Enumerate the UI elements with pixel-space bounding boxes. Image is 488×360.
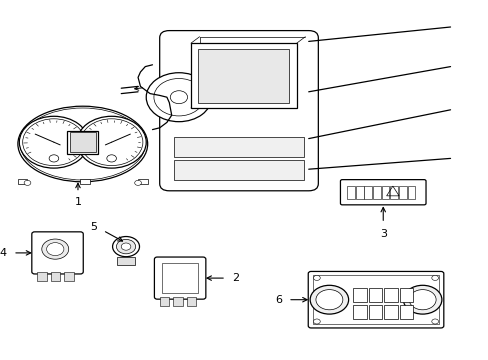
Circle shape (431, 319, 438, 324)
Bar (399, 288, 412, 302)
Circle shape (49, 155, 59, 162)
Bar (407, 186, 415, 199)
Bar (368, 305, 382, 319)
Circle shape (46, 243, 64, 256)
Bar (18, 179, 27, 184)
Text: 3: 3 (379, 229, 386, 239)
Circle shape (106, 155, 116, 162)
Bar (117, 257, 134, 265)
Bar (50, 272, 60, 281)
Bar (312, 275, 438, 324)
Bar (381, 186, 388, 199)
Bar (67, 131, 98, 154)
Bar (174, 137, 304, 157)
Bar (138, 179, 147, 184)
Bar (364, 186, 371, 199)
Circle shape (146, 73, 211, 122)
Circle shape (121, 243, 131, 250)
Text: 5: 5 (90, 222, 97, 232)
Bar (346, 186, 354, 199)
Circle shape (403, 285, 441, 314)
Text: 6: 6 (275, 295, 282, 305)
Bar (190, 43, 296, 108)
Bar (80, 179, 90, 184)
Circle shape (431, 275, 438, 280)
Circle shape (116, 239, 135, 254)
Bar (372, 186, 380, 199)
Circle shape (41, 239, 69, 259)
Circle shape (20, 116, 88, 168)
Bar (353, 305, 366, 319)
Circle shape (315, 289, 342, 310)
Bar (173, 297, 183, 306)
Circle shape (24, 180, 31, 185)
Bar (174, 160, 304, 180)
Bar (368, 288, 382, 302)
Ellipse shape (18, 106, 147, 182)
Bar (186, 297, 196, 306)
Bar (64, 272, 74, 281)
Circle shape (309, 285, 348, 314)
Bar (353, 288, 366, 302)
FancyBboxPatch shape (154, 257, 205, 299)
FancyBboxPatch shape (160, 31, 318, 191)
Bar (162, 263, 198, 293)
Bar (384, 288, 397, 302)
Circle shape (77, 116, 146, 168)
Circle shape (313, 319, 320, 324)
Bar (355, 186, 363, 199)
FancyBboxPatch shape (307, 271, 443, 328)
Bar (70, 132, 96, 152)
Text: 4: 4 (0, 248, 7, 258)
Circle shape (170, 91, 187, 104)
Bar (384, 305, 397, 319)
Bar (389, 186, 397, 199)
Circle shape (313, 275, 320, 280)
Bar (160, 297, 169, 306)
Text: 1: 1 (74, 197, 81, 207)
Circle shape (112, 237, 139, 257)
Circle shape (408, 289, 435, 310)
FancyBboxPatch shape (340, 180, 425, 205)
Bar (37, 272, 47, 281)
Bar (399, 305, 412, 319)
Bar (198, 49, 289, 103)
Bar (398, 186, 406, 199)
FancyBboxPatch shape (32, 232, 83, 274)
Text: 2: 2 (231, 273, 239, 283)
Circle shape (134, 180, 141, 185)
